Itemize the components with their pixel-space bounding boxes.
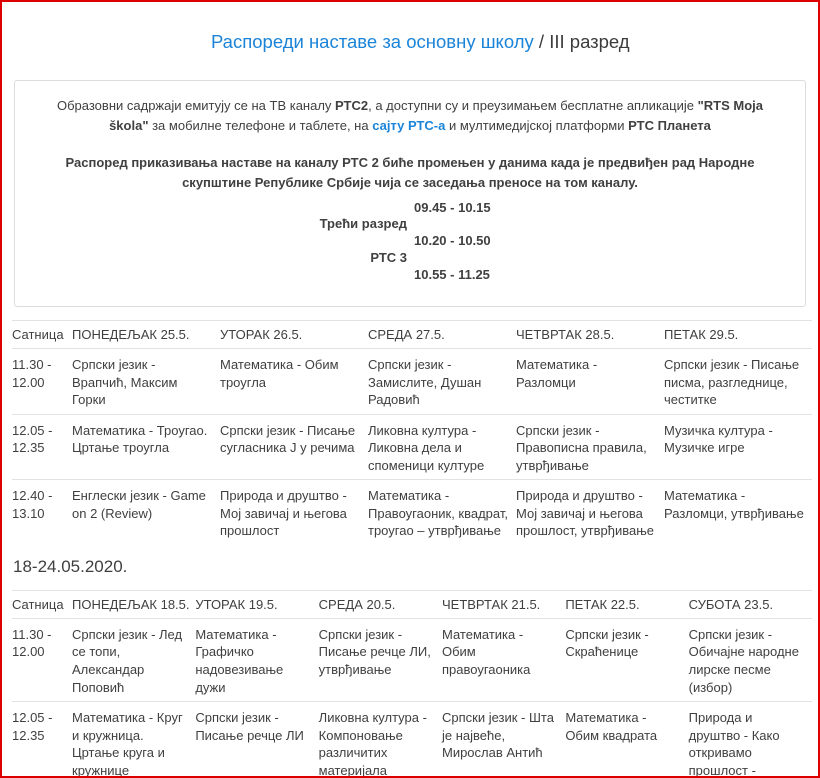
table-header-row: Сатница ПОНЕДЕЉАК 25.5. УТОРАК 26.5. СРЕДА … [12,320,812,350]
bold-text: "RTS Moja škola" [109,98,767,134]
info-box: Образовни садржаји емитују се на ТВ кана… [14,80,806,308]
info-paragraph-1: Образовни садржаји емитују се на ТВ кана… [41,96,779,136]
lesson-cell: Српски језик - Скраћенице [565,626,649,660]
column-header: ПЕТАК 29.5. [664,320,812,350]
table-body-1: 11.30 - 12.00 Српски језик - Врапчић, Мак… [12,349,812,545]
broadcast-times: 09.45 - 10.15 Трећи разред 10.20 - 10.50 РТ… [41,200,779,284]
lesson-cell: Математика - Круг и кружница. Цртање кру… [72,701,196,776]
table-row: 11.30 - 12.00 Српски језик - Врапчић, Мак… [12,349,812,415]
broadcast-label [41,200,410,217]
info-paragraph-2: Распоред приказивања наставе на каналу Р… [65,155,759,191]
lesson-cell: Енглески језик - Game on 2 (Review) [72,479,220,545]
title-link[interactable]: Распореди наставе за основну школу [210,31,534,52]
lesson-cell: Српски језик - Лед се топи, Александар П… [72,626,183,695]
broadcast-time: 10.55 - 11.25 [414,267,490,283]
table-row: 11.30 - 12.00 Српски језик - Лед се топи,… [12,618,812,701]
schedule-table-week-25-29: Сатница ПОНЕДЕЉАК 25.5. УТОРАК 26.5. СРЕДА … [12,320,812,545]
bold-text: РТС2 [335,98,369,113]
broadcast-time: 10.20 - 10.50 [414,233,491,249]
lesson-cell: Српски језик - Писање сугласника Ј у реч… [220,413,368,480]
table-body-2: 11.30 - 12.00 Српски језик - Лед се топи,… [12,618,812,776]
table-row: 12.05 - 12.35 Математика - Круг и кружниц… [12,701,812,776]
broadcast-time: 09.45 - 10.15 [414,199,491,215]
lesson-cell: Српски језик - Замислите, Душан Радовић [368,357,482,408]
column-header: СРЕДА 27.5. [368,320,516,350]
broadcast-time [410,250,779,267]
lesson-cell: Српски језик - Писање речце ЛИ [195,701,319,776]
broadcast-times-row: РТС 3 [41,250,779,267]
broadcast-label: Трећи разред [319,216,407,232]
column-header: УТОРАК 19.5. [195,589,319,619]
plain-text: Образовни садржаји емитују се на ТВ кана… [57,98,336,113]
plain-text: за мобилне телефоне и таблете, на [148,118,373,134]
column-header: ЧЕТВРТАК 21.5. [441,589,566,619]
table-row: 12.40 - 13.10 Енглески језик - Game on 2 … [12,479,812,545]
column-header: ПОНЕДЕЉАК 25.5. [72,320,220,350]
lesson-cell: Математика - Троугао. Цртање троугла [72,413,220,480]
plain-text: и мултимедијској платформи [445,118,629,134]
lesson-cell: Ликовна култура - Компоновање различитих… [318,701,442,776]
lesson-cell: Математика - Обим квадрата [565,701,689,776]
lesson-cell: Ликовна култура - Ликовна дела и спомени… [368,413,516,480]
lesson-cell: Математика - Разломци [516,357,598,390]
lesson-cell: Српски језик - Врапчић, Максим Горки [72,357,178,408]
lesson-cell: Српски језик - Шта је највеће, Мирослав … [441,701,566,776]
rts-site-link[interactable]: сајту РТС-а [372,118,446,134]
column-header: Сатница [12,320,72,350]
time-slot-cell: 12.40 - 13.10 [12,479,72,545]
lesson-cell: Српски језик - Писање писма, разгледнице… [664,357,800,408]
broadcast-times-row: Трећи разред [41,216,779,233]
lesson-cell: Српски језик - Обичајне народне лирске п… [688,626,799,695]
column-header: СРЕДА 20.5. [318,589,442,619]
broadcast-time [410,216,779,233]
time-slot-cell: 11.30 - 12.00 [12,626,52,660]
table-header-row: Сатница ПОНЕДЕЉАК 18.5. УТОРАК 19.5. СРЕДА … [12,589,812,619]
broadcast-label [41,267,410,284]
lesson-cell: Природа и друштво - Како откривамо прошл… [688,701,812,776]
lesson-cell: Српски језик - Писање речце ЛИ, утврђива… [318,626,431,678]
lesson-cell: Математика - Графичко надовезивање дужи [195,626,284,695]
table-row: 12.05 - 12.35 Математика - Троугао. Цртањ… [12,413,812,480]
time-slot-cell: 12.05 - 12.35 [12,413,72,480]
broadcast-times-row: 09.45 - 10.15 [41,200,779,217]
column-header: СУБОТА 23.5. [688,589,812,619]
lesson-cell: Математика - Обим правоугаоника [441,626,531,678]
lesson-cell: Српски језик - Правописна правила, утврђ… [516,413,664,480]
lesson-cell: Математика - Разломци, утврђивање [664,479,812,545]
lesson-cell: Музичка култура - Музичке игре [664,413,812,480]
lesson-cell: Природа и друштво - Мој завичај и његова… [220,479,368,545]
time-slot-cell: 11.30 - 12.00 [12,357,52,390]
time-slot-cell: 12.05 - 12.35 [12,701,72,776]
title-grade: / III разред [533,31,630,52]
lesson-cell: Математика - Правоугаоник, квадрат, троу… [368,479,516,545]
broadcast-times-row: 10.20 - 10.50 [41,233,779,250]
broadcast-label [41,233,410,250]
date-range-heading: 18-24.05.2020. [13,556,128,576]
lesson-cell: Природа и друштво - Мој завичај и његова… [516,479,664,545]
lesson-cell: Математика - Обим троугла [220,357,339,390]
column-header: УТОРАК 26.5. [220,320,368,350]
broadcast-times-row: 10.55 - 11.25 [41,267,779,284]
column-header: ЧЕТВРТАК 28.5. [516,320,664,350]
column-header: ПОНЕДЕЉАК 18.5. [72,589,196,619]
column-header: Сатница [12,589,72,619]
bold-text: РТС Планета [628,118,711,134]
page-title: Распореди наставе за основну школу / III… [2,2,818,79]
broadcast-label: РТС 3 [370,250,407,266]
column-header: ПЕТАК 22.5. [565,589,689,619]
plain-text: , а доступни су и преузимањем бесплатне … [368,98,698,113]
schedule-table-week-18-24: Сатница ПОНЕДЕЉАК 18.5. УТОРАК 19.5. СРЕДА … [12,589,812,776]
